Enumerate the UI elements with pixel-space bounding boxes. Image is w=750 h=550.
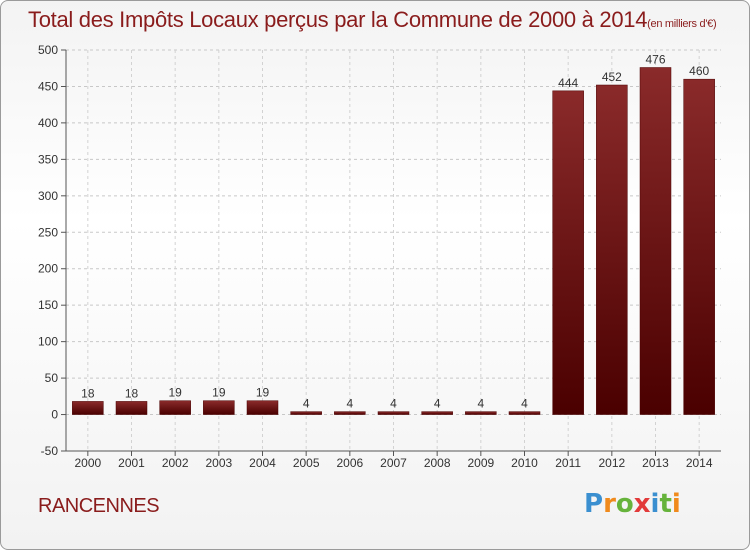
value-label: 4 — [346, 397, 353, 411]
bar-2004 — [246, 400, 279, 415]
bar-2005 — [290, 411, 322, 415]
logo-letter: P — [584, 489, 604, 519]
x-tick-label: 2011 — [555, 456, 581, 470]
bar-2008 — [421, 411, 453, 415]
x-tick-label: 2005 — [293, 456, 320, 470]
value-label: 19 — [256, 386, 270, 400]
bar-2012 — [596, 84, 628, 415]
value-label: 4 — [477, 397, 484, 411]
x-tick-label: 2014 — [686, 456, 713, 470]
y-tick-label: 50 — [45, 371, 59, 385]
x-tick-label: 2002 — [162, 456, 189, 470]
value-label: 4 — [303, 397, 310, 411]
logo-letter: x — [633, 489, 651, 519]
x-tick-label: 2001 — [118, 456, 145, 470]
value-label: 476 — [645, 52, 665, 66]
value-label: 4 — [434, 397, 441, 411]
y-tick-label: 500 — [38, 43, 58, 57]
value-label: 452 — [602, 70, 622, 84]
bar-2009 — [465, 411, 497, 415]
y-tick-label: 150 — [38, 298, 58, 312]
logo-letter: o — [615, 489, 634, 519]
logo-letter: t — [659, 489, 672, 519]
y-tick-label: 350 — [38, 152, 58, 166]
bar-2006 — [334, 411, 366, 415]
y-tick-label: 200 — [38, 262, 58, 276]
x-tick-label: 2010 — [511, 456, 538, 470]
x-tick-label: 2000 — [74, 456, 101, 470]
logo-letter: i — [671, 489, 681, 519]
bar-2010 — [508, 411, 541, 415]
x-tick-label: 2009 — [467, 456, 494, 470]
chart-title: Total des Impôts Locaux perçus par la Co… — [28, 7, 717, 33]
value-label: 18 — [81, 386, 95, 400]
y-tick-label: 0 — [51, 408, 58, 422]
bar-2013 — [639, 67, 672, 415]
x-tick-label: 2012 — [598, 456, 625, 470]
bar-2011 — [552, 90, 584, 415]
bar-2000 — [72, 401, 104, 415]
value-label: 460 — [689, 64, 709, 78]
title-text: Total des Impôts Locaux perçus par la Co… — [28, 7, 648, 32]
logo-letter: i — [650, 489, 660, 519]
value-label: 18 — [125, 386, 139, 400]
commune-name: RANCENNES — [38, 495, 160, 517]
proxiti-logo: Proxiti — [584, 489, 694, 525]
bar-2007 — [377, 411, 410, 415]
y-tick-label: -50 — [41, 444, 59, 458]
value-label: 4 — [390, 397, 397, 411]
bar-2001 — [115, 401, 148, 415]
bar-2003 — [203, 400, 235, 415]
y-tick-label: 250 — [38, 225, 58, 239]
value-label: 19 — [212, 386, 226, 400]
bar-2002 — [159, 400, 191, 415]
y-tick-label: 400 — [38, 116, 58, 130]
value-label: 4 — [521, 397, 528, 411]
unit-label: (en milliers d'€) — [647, 18, 717, 30]
x-tick-label: 2003 — [205, 456, 232, 470]
logo-letter: r — [603, 489, 616, 519]
value-label: 19 — [168, 386, 182, 400]
x-tick-label: 2008 — [424, 456, 451, 470]
x-tick-label: 2004 — [249, 456, 276, 470]
y-tick-label: 300 — [38, 189, 58, 203]
y-tick-label: 100 — [38, 335, 58, 349]
x-tick-label: 2013 — [642, 456, 669, 470]
x-tick-label: 2006 — [336, 456, 363, 470]
bar-2014 — [683, 78, 715, 415]
y-tick-label: 450 — [38, 79, 58, 93]
value-label: 444 — [558, 76, 578, 90]
x-tick-label: 2007 — [380, 456, 407, 470]
